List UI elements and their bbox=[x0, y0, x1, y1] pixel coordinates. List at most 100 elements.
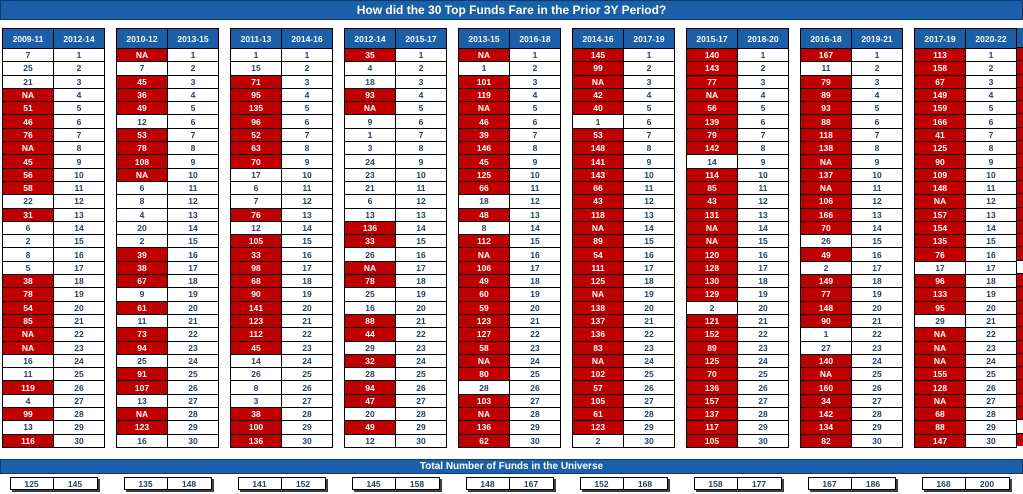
rank-cell[interactable]: 22 bbox=[851, 328, 902, 341]
rank-cell[interactable]: 7 bbox=[281, 128, 332, 142]
fund-value-cell[interactable]: 44 bbox=[345, 328, 395, 341]
universe-count-cell[interactable]: 152 bbox=[281, 477, 326, 490]
fund-value-cell[interactable]: 15 bbox=[231, 62, 281, 75]
rank-cell[interactable]: 19 bbox=[851, 288, 902, 301]
fund-value-cell[interactable]: 33 bbox=[231, 248, 281, 261]
rank-cell[interactable]: 21 bbox=[53, 314, 104, 328]
fund-value-cell[interactable]: 166 bbox=[801, 208, 851, 221]
fund-value-cell[interactable]: 123 bbox=[573, 421, 623, 434]
universe-count-cell[interactable]: 125 bbox=[9, 477, 54, 490]
rank-cell[interactable]: 5 bbox=[167, 102, 218, 115]
universe-count-cell[interactable]: 167 bbox=[509, 477, 554, 490]
fund-value-cell[interactable]: 54 bbox=[3, 301, 53, 314]
rank-cell[interactable]: 10 bbox=[623, 168, 674, 181]
rank-cell[interactable]: 15 bbox=[167, 235, 218, 248]
rank-cell[interactable]: 17 bbox=[395, 261, 446, 275]
fund-value-cell[interactable]: 12 bbox=[117, 115, 167, 128]
fund-value-cell[interactable]: 83 bbox=[573, 341, 623, 354]
rank-cell[interactable]: 11 bbox=[623, 181, 674, 195]
fund-value-cell[interactable]: 79 bbox=[801, 75, 851, 88]
rank-cell[interactable]: 9 bbox=[167, 155, 218, 168]
fund-value-cell[interactable]: 52 bbox=[231, 128, 281, 142]
period-header-cell[interactable]: 2018-20 bbox=[737, 29, 788, 48]
fund-value-cell[interactable]: 2 bbox=[117, 235, 167, 248]
rank-cell[interactable]: 17 bbox=[509, 261, 560, 275]
rank-cell[interactable]: 23 bbox=[851, 341, 902, 354]
period-header-cell[interactable]: 2014-16 bbox=[281, 29, 332, 48]
fund-value-cell[interactable]: 70 bbox=[231, 155, 281, 168]
fund-value-cell[interactable]: 13 bbox=[345, 208, 395, 221]
rank-cell[interactable]: 20 bbox=[167, 301, 218, 314]
rank-cell[interactable]: 20 bbox=[965, 301, 1016, 314]
fund-value-cell[interactable]: 45 bbox=[459, 155, 509, 168]
rank-cell[interactable]: 11 bbox=[53, 181, 104, 195]
fund-value-cell[interactable]: 61 bbox=[117, 301, 167, 314]
fund-value-cell[interactable]: 68 bbox=[915, 408, 965, 421]
rank-cell[interactable]: 13 bbox=[851, 208, 902, 221]
fund-value-cell[interactable]: 11 bbox=[3, 368, 53, 381]
rank-cell[interactable]: 2 bbox=[737, 62, 788, 75]
rank-cell[interactable]: 30 bbox=[281, 434, 332, 447]
rank-cell[interactable]: 6 bbox=[509, 115, 560, 128]
fund-value-cell[interactable]: NA bbox=[459, 49, 509, 62]
rank-cell[interactable]: 24 bbox=[737, 354, 788, 368]
rank-cell[interactable]: 25 bbox=[281, 368, 332, 381]
rank-cell[interactable]: 30 bbox=[737, 434, 788, 447]
fund-value-cell[interactable]: 139 bbox=[687, 115, 737, 128]
rank-cell[interactable]: 10 bbox=[737, 168, 788, 181]
fund-value-cell[interactable]: 45 bbox=[231, 341, 281, 354]
fund-value-cell[interactable]: 48 bbox=[459, 208, 509, 221]
rank-cell[interactable]: 16 bbox=[509, 248, 560, 261]
rank-cell[interactable]: 29 bbox=[395, 421, 446, 434]
fund-value-cell[interactable]: NA bbox=[801, 155, 851, 168]
fund-value-cell[interactable]: 88 bbox=[801, 115, 851, 128]
fund-value-cell[interactable]: 157 bbox=[687, 394, 737, 408]
rank-cell[interactable]: 26 bbox=[167, 381, 218, 394]
fund-value-cell[interactable]: 71 bbox=[231, 75, 281, 88]
fund-value-cell[interactable]: NA bbox=[459, 102, 509, 115]
rank-cell[interactable]: 19 bbox=[737, 288, 788, 301]
rank-cell[interactable]: 9 bbox=[737, 155, 788, 168]
fund-value-cell[interactable]: 26 bbox=[801, 235, 851, 248]
fund-value-cell[interactable]: NA bbox=[915, 341, 965, 354]
fund-value-cell[interactable]: 70 bbox=[687, 368, 737, 381]
fund-value-cell[interactable]: 1 bbox=[573, 115, 623, 128]
rank-cell[interactable]: 4 bbox=[965, 88, 1016, 102]
fund-value-cell[interactable]: 16 bbox=[345, 301, 395, 314]
rank-cell[interactable]: 8 bbox=[281, 142, 332, 155]
fund-value-cell[interactable]: 89 bbox=[687, 341, 737, 354]
rank-cell[interactable]: 1 bbox=[395, 49, 446, 62]
rank-cell[interactable]: 21 bbox=[737, 314, 788, 328]
rank-cell[interactable]: 27 bbox=[623, 394, 674, 408]
fund-value-cell[interactable]: 25 bbox=[3, 62, 53, 75]
rank-cell[interactable]: 27 bbox=[167, 394, 218, 408]
rank-cell[interactable]: 23 bbox=[623, 341, 674, 354]
rank-cell[interactable]: 5 bbox=[53, 102, 104, 115]
rank-cell[interactable]: 17 bbox=[851, 261, 902, 275]
fund-value-cell[interactable]: 91 bbox=[117, 368, 167, 381]
rank-cell[interactable]: 1 bbox=[167, 49, 218, 62]
rank-cell[interactable]: 7 bbox=[395, 128, 446, 142]
fund-value-cell[interactable]: 8 bbox=[117, 195, 167, 208]
rank-cell[interactable]: 14 bbox=[281, 221, 332, 235]
fund-value-cell[interactable]: 103 bbox=[459, 394, 509, 408]
fund-value-cell[interactable]: 2 bbox=[801, 261, 851, 275]
fund-value-cell[interactable]: 21 bbox=[345, 181, 395, 195]
fund-value-cell[interactable]: 131 bbox=[687, 208, 737, 221]
fund-value-cell[interactable]: 46 bbox=[459, 115, 509, 128]
fund-value-cell[interactable]: 1 bbox=[231, 49, 281, 62]
period-header-cell[interactable]: 2020-22 bbox=[965, 29, 1016, 48]
rank-cell[interactable]: 1 bbox=[509, 49, 560, 62]
fund-value-cell[interactable]: 100 bbox=[231, 421, 281, 434]
fund-value-cell[interactable]: NA bbox=[915, 394, 965, 408]
rank-cell[interactable]: 4 bbox=[281, 88, 332, 102]
fund-value-cell[interactable]: NA bbox=[3, 142, 53, 155]
fund-value-cell[interactable]: 155 bbox=[915, 368, 965, 381]
rank-cell[interactable]: 7 bbox=[851, 128, 902, 142]
fund-value-cell[interactable]: 99 bbox=[3, 408, 53, 421]
rank-cell[interactable]: 26 bbox=[53, 381, 104, 394]
period-header-cell[interactable]: 2015-17 bbox=[687, 29, 737, 48]
rank-cell[interactable]: 22 bbox=[965, 328, 1016, 341]
rank-cell[interactable]: 8 bbox=[53, 142, 104, 155]
fund-value-cell[interactable]: 78 bbox=[3, 288, 53, 301]
